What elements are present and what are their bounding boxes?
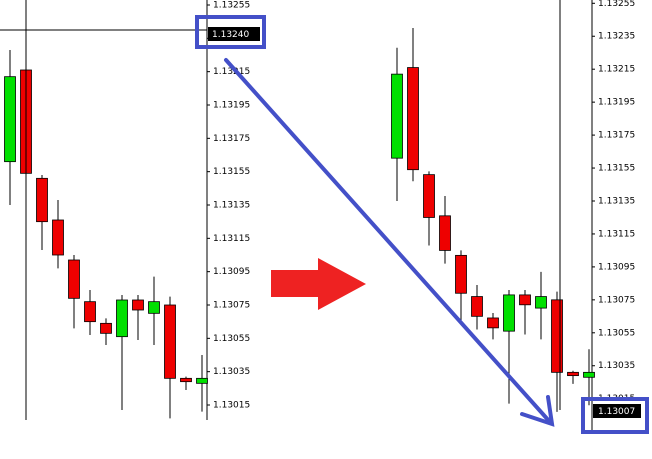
y-tick-label: 1.13075 [213,301,250,311]
y-tick-label: 1.13055 [598,328,635,338]
candle-body [439,215,451,251]
charts: 1.13015 1.13035 1.13055 1.13075 1.13095 1.131… [4,0,635,430]
highlight-box [581,397,649,434]
price-label-box [593,404,641,418]
price-label-box [208,27,260,41]
candle-body [423,174,435,218]
candle-body [196,377,208,384]
y-tick-label: 1.13195 [213,101,250,111]
candle-body [391,73,403,159]
candle-body [180,377,192,383]
candle-body [100,322,112,334]
candle-body [132,299,144,311]
y-tick-label: 1.13255 [213,1,250,11]
y-tick-label: 1.13035 [213,367,250,377]
y-tick-label: 1.13175 [598,131,635,141]
y-tick-label: 1.13095 [213,267,250,277]
red-arrow [271,258,366,310]
y-tick-label: 1.13115 [213,234,250,244]
y-tick-label: 1.13115 [598,229,635,239]
candle-body [148,301,160,314]
y-tick-label: 1.13095 [598,262,635,272]
y-tick-label: 1.13015 [213,401,250,411]
candle-body [36,177,48,223]
candle-body [68,259,80,299]
y-tick-label: 1.13135 [598,196,635,206]
candle-body [407,67,419,171]
candle-body [455,254,467,294]
y-tick-label: 1.13235 [598,32,635,42]
candle-body [84,301,96,323]
candle-body [503,294,515,332]
candle-body [471,296,483,317]
candle-body [52,219,64,256]
blue-arrow [224,58,555,427]
y-tick-label: 1.13215 [598,65,635,75]
y-tick-label: 1.13255 [598,0,635,9]
candle-body [487,317,499,329]
y-tick-label: 1.13215 [213,67,250,77]
candle-body [4,76,16,163]
y-tick-label: 1.13055 [213,334,250,344]
candle-body [583,371,595,378]
candle-body [519,294,531,306]
candle-body [551,299,563,373]
candle-body [535,296,547,309]
candle-body [164,304,176,379]
y-tick-label: 1.13175 [213,134,250,144]
y-tick-label: 1.13135 [213,201,250,211]
y-tick-label: 1.13155 [598,164,635,174]
highlight-box [195,15,266,49]
y-tick-label: 1.13155 [213,167,250,177]
y-tick-label: 1.13195 [598,98,635,108]
y-tick-label: 1.13035 [598,361,635,371]
price-label: 1.13007 [598,407,635,417]
candle-body [116,299,128,338]
y-tick-label: 1.13075 [598,295,635,305]
price-label: 1.13240 [212,30,249,40]
candle-body [567,371,579,377]
